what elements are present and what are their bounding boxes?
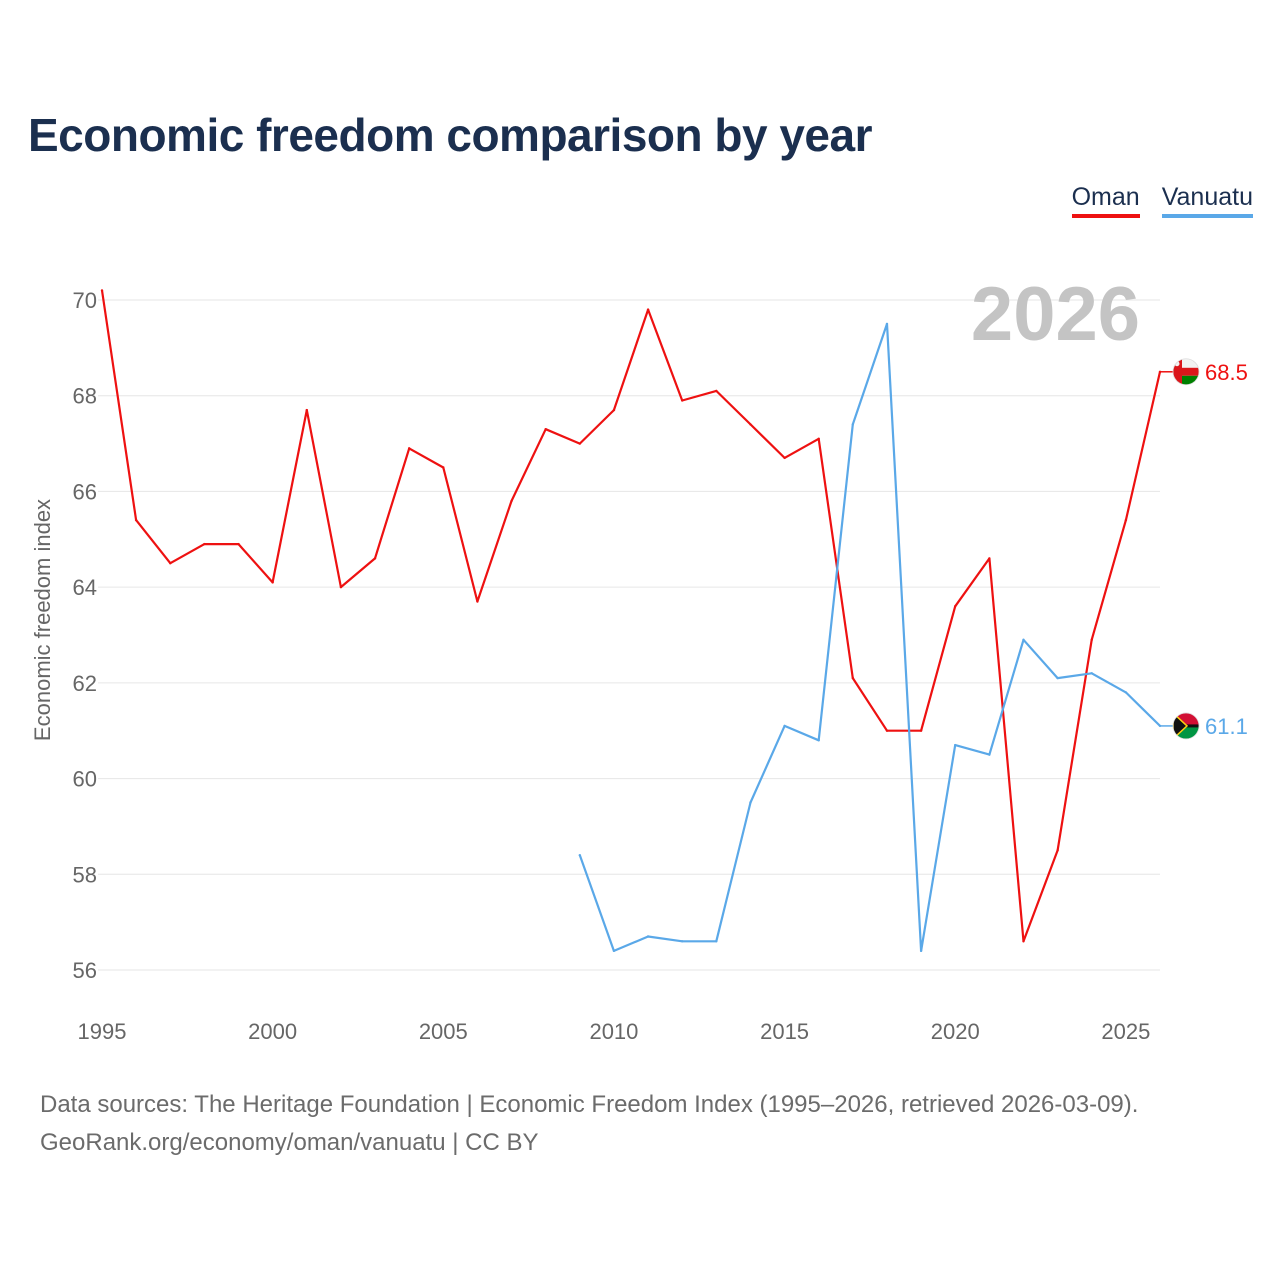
data-point-vanuatu[interactable] (988, 753, 991, 756)
data-point-vanuatu[interactable] (578, 853, 582, 857)
data-point-oman[interactable] (817, 437, 820, 440)
data-point-oman[interactable] (305, 408, 308, 412)
year-watermark: 2026 (971, 272, 1140, 357)
data-point-oman[interactable] (715, 389, 718, 393)
data-point-oman[interactable] (885, 729, 889, 732)
x-tick-label: 2010 (589, 1019, 638, 1044)
y-tick-label: 56 (73, 958, 97, 983)
legend-item-vanuatu[interactable]: Vanuatu (1161, 183, 1253, 218)
x-tick-label: 2015 (760, 1019, 809, 1044)
chart-title: Economic freedom comparison by year (28, 109, 873, 161)
data-point-oman[interactable] (851, 676, 855, 680)
data-point-oman[interactable] (646, 308, 650, 311)
data-point-vanuatu[interactable] (851, 423, 855, 426)
data-point-vanuatu[interactable] (817, 739, 820, 742)
y-tick-label: 68 (73, 384, 97, 409)
data-point-vanuatu[interactable] (885, 322, 889, 326)
data-point-oman[interactable] (680, 399, 684, 402)
x-axis-ticks: 1995 2000 2005 2010 2015 2020 2025 (78, 1019, 1151, 1044)
y-tick-label: 58 (73, 862, 97, 887)
legend: Oman Vanuatu (1071, 183, 1253, 218)
y-tick-label: 64 (73, 575, 97, 600)
data-point-oman[interactable] (339, 585, 343, 589)
data-point-oman[interactable] (237, 542, 240, 546)
data-point-oman[interactable] (373, 557, 377, 560)
oman-flag-icon (1172, 358, 1200, 386)
data-point-oman[interactable] (203, 542, 206, 546)
data-point-oman[interactable] (476, 600, 479, 603)
data-point-oman[interactable] (783, 456, 786, 460)
data-point-vanuatu[interactable] (919, 949, 923, 953)
data-point-oman[interactable] (169, 562, 172, 565)
source-note: Data sources: The Heritage Foundation | … (40, 1086, 1138, 1162)
source-line-1: Data sources: The Heritage Foundation | … (40, 1091, 1139, 1118)
data-point-oman[interactable] (988, 557, 991, 560)
data-point-vanuatu[interactable] (1022, 638, 1025, 641)
data-point-vanuatu[interactable] (954, 743, 957, 747)
data-point-vanuatu[interactable] (749, 801, 752, 804)
end-markers: 68.5 61.1 (1160, 358, 1248, 740)
x-tick-label: 2005 (419, 1019, 468, 1044)
data-point-oman[interactable] (612, 408, 616, 412)
x-tick-label: 2000 (248, 1019, 297, 1044)
data-point-vanuatu[interactable] (1090, 672, 1093, 675)
data-point-vanuatu[interactable] (1056, 676, 1059, 680)
y-axis-ticks: 56 58 60 62 64 66 68 70 (73, 288, 97, 983)
y-tick-label: 62 (73, 671, 97, 696)
series-line-oman[interactable] (100, 290, 1162, 943)
series-lines (100, 289, 1162, 953)
x-tick-label: 1995 (78, 1019, 127, 1044)
data-point-oman[interactable] (1022, 940, 1025, 943)
y-axis-label: Economic freedom index (30, 499, 55, 741)
legend-item-oman[interactable]: Oman (1071, 183, 1140, 218)
data-point-vanuatu[interactable] (715, 940, 718, 943)
data-point-vanuatu[interactable] (646, 935, 650, 938)
x-tick-label: 2025 (1101, 1019, 1150, 1044)
data-point-oman[interactable] (407, 447, 411, 450)
end-value-label-vanuatu: 61.1 (1205, 714, 1248, 739)
data-point-oman[interactable] (271, 581, 274, 584)
data-point-oman[interactable] (749, 423, 752, 426)
data-point-oman[interactable] (442, 466, 445, 469)
data-point-oman[interactable] (510, 499, 513, 503)
data-point-oman[interactable] (134, 518, 138, 522)
series-line-vanuatu[interactable] (578, 322, 1161, 953)
data-point-oman[interactable] (1056, 849, 1059, 852)
y-tick-label: 60 (73, 767, 97, 792)
line-chart: 2026 56 58 60 62 64 66 68 70 1995 2000 2005 2010 20… (30, 272, 1248, 1044)
data-point-vanuatu[interactable] (783, 724, 786, 728)
source-line-2[interactable]: GeoRank.org/economy/oman/vanuatu | CC BY (40, 1129, 539, 1156)
gridlines (98, 299, 1160, 971)
data-point-oman[interactable] (100, 289, 104, 292)
data-point-oman[interactable] (954, 605, 957, 608)
x-tick-label: 2020 (931, 1019, 980, 1044)
data-point-oman[interactable] (544, 428, 547, 431)
data-point-vanuatu[interactable] (1124, 691, 1128, 694)
end-value-label-oman: 68.5 (1205, 360, 1248, 385)
data-point-vanuatu[interactable] (612, 949, 616, 953)
data-point-oman[interactable] (1124, 518, 1128, 522)
vanuatu-flag-icon (1172, 712, 1200, 740)
data-point-oman[interactable] (919, 729, 923, 732)
y-tick-label: 70 (73, 288, 97, 313)
data-point-vanuatu[interactable] (680, 940, 684, 943)
data-point-oman[interactable] (578, 442, 582, 445)
data-point-oman[interactable] (1090, 638, 1093, 641)
y-tick-label: 66 (73, 479, 97, 504)
